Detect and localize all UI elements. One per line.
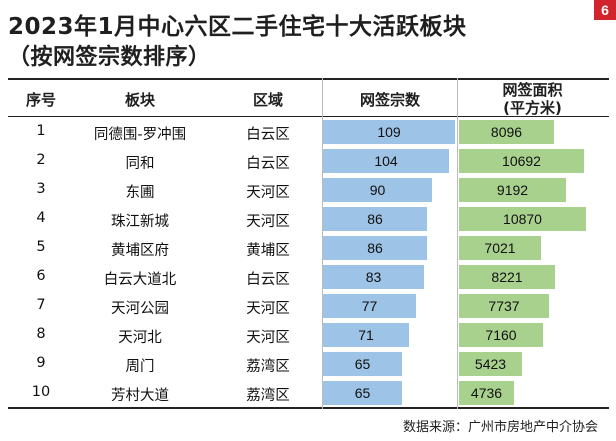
- column-divider: [457, 78, 458, 409]
- count-bar: 65: [323, 381, 402, 405]
- cell-district: 天河区: [246, 185, 290, 201]
- cell-rank: 9: [36, 355, 46, 371]
- header-area: 网签面积: [502, 81, 563, 99]
- cell-block: 同德围-罗冲围: [93, 127, 187, 143]
- area-bar: 4736: [459, 381, 514, 405]
- cell-district: 白云区: [246, 272, 290, 288]
- cell-rank: 10: [31, 384, 51, 400]
- cell-rank: 2: [36, 152, 46, 168]
- header-area-unit: (平方米): [503, 99, 562, 117]
- cell-block: 芳村大道: [111, 388, 169, 404]
- header-block: 板块: [124, 91, 155, 109]
- area-bar: 7021: [459, 236, 541, 260]
- area-bar: 5423: [459, 352, 522, 376]
- cell-district: 天河区: [246, 214, 290, 230]
- cell-rank: 6: [36, 268, 46, 284]
- area-bar: 10692: [459, 149, 584, 173]
- area-bar: 10870: [459, 207, 586, 231]
- header-rank: 序号: [25, 91, 56, 109]
- cell-district: 天河区: [246, 301, 290, 317]
- count-bar: 77: [323, 294, 416, 318]
- area-bar: 7160: [459, 323, 543, 347]
- cell-district: 黄埔区: [246, 243, 290, 259]
- cell-district: 荔湾区: [246, 388, 290, 404]
- header-count: 网签宗数: [359, 91, 420, 109]
- page-number-badge: 6: [594, 0, 616, 20]
- cell-district: 荔湾区: [246, 359, 290, 375]
- count-bar: 86: [323, 236, 427, 260]
- table-header-rule: [8, 116, 609, 117]
- cell-block: 黄埔区府: [111, 243, 169, 259]
- count-bar: 104: [323, 149, 449, 173]
- cell-district: 白云区: [246, 156, 290, 172]
- cell-block: 白云大道北: [103, 272, 177, 288]
- count-bar: 90: [323, 178, 432, 202]
- column-divider: [322, 78, 323, 409]
- cell-rank: 1: [36, 123, 46, 139]
- cell-block: 同和: [125, 156, 155, 172]
- count-bar: 83: [323, 265, 424, 289]
- table-bottom-rule: [8, 407, 609, 409]
- count-bar: 71: [323, 323, 409, 347]
- chart-title: 2023年1月中心六区二手住宅十大活跃板块: [8, 14, 467, 40]
- chart-subtitle: （按网签宗数排序）: [8, 45, 211, 70]
- header-district: 区域: [252, 91, 283, 109]
- cell-rank: 5: [36, 239, 46, 255]
- area-bar: 8221: [459, 265, 555, 289]
- cell-rank: 8: [36, 326, 46, 342]
- cell-block: 东圃: [125, 185, 155, 201]
- cell-rank: 7: [36, 297, 46, 313]
- cell-block: 天河北: [118, 330, 162, 346]
- area-bar: 9192: [459, 178, 566, 202]
- area-bar: 8096: [459, 120, 554, 144]
- data-source: 数据来源：广州市房地产中介协会: [402, 420, 598, 435]
- cell-district: 天河区: [246, 330, 290, 346]
- count-bar: 109: [323, 120, 455, 144]
- cell-rank: 4: [36, 210, 46, 226]
- table-top-rule: [8, 78, 609, 80]
- count-bar: 86: [323, 207, 427, 231]
- count-bar: 65: [323, 352, 402, 376]
- cell-block: 天河公园: [111, 301, 169, 317]
- cell-block: 珠江新城: [111, 214, 169, 230]
- cell-rank: 3: [36, 181, 46, 197]
- area-bar: 7737: [459, 294, 549, 318]
- cell-block: 周门: [125, 359, 155, 375]
- cell-district: 白云区: [246, 127, 290, 143]
